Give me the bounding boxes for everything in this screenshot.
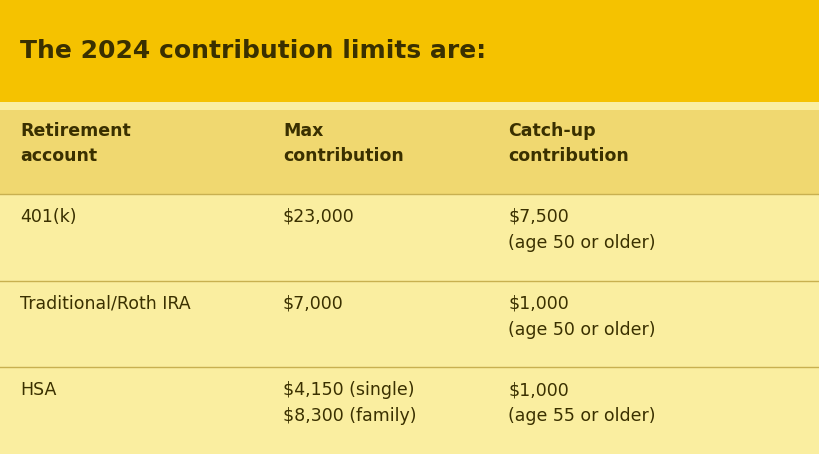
Text: Catch-up
contribution: Catch-up contribution	[508, 122, 628, 165]
Text: Traditional/Roth IRA: Traditional/Roth IRA	[20, 295, 191, 312]
Text: HSA: HSA	[20, 381, 57, 399]
Text: Retirement
account: Retirement account	[20, 122, 131, 165]
FancyBboxPatch shape	[0, 110, 819, 194]
FancyBboxPatch shape	[0, 0, 819, 102]
Text: $1,000
(age 55 or older): $1,000 (age 55 or older)	[508, 381, 655, 425]
Text: $23,000: $23,000	[283, 208, 354, 226]
Text: Max
contribution: Max contribution	[283, 122, 403, 165]
FancyBboxPatch shape	[0, 102, 819, 110]
FancyBboxPatch shape	[0, 110, 819, 454]
Text: $7,000: $7,000	[283, 295, 343, 312]
Text: $4,150 (single)
$8,300 (family): $4,150 (single) $8,300 (family)	[283, 381, 416, 425]
Text: $1,000
(age 50 or older): $1,000 (age 50 or older)	[508, 295, 655, 339]
Text: The 2024 contribution limits are:: The 2024 contribution limits are:	[20, 39, 486, 63]
Text: 401(k): 401(k)	[20, 208, 77, 226]
Text: $7,500
(age 50 or older): $7,500 (age 50 or older)	[508, 208, 655, 252]
